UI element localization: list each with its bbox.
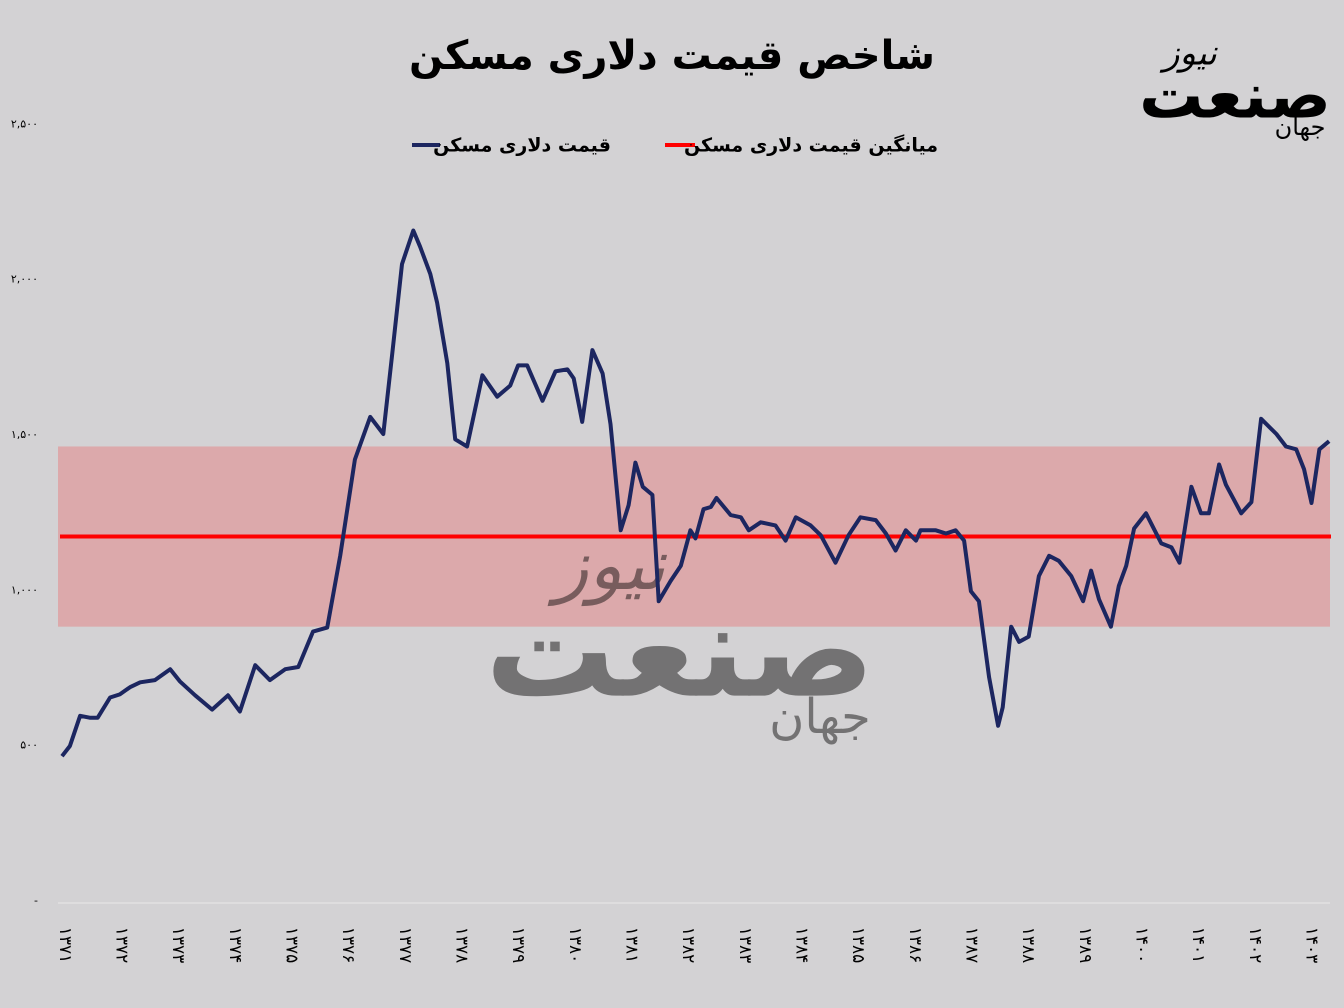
logo-main: صنعت <box>1139 60 1331 134</box>
x-tick-label: ۱۳۸۸ <box>1018 927 1038 964</box>
y-tick-label: ۲,۵۰۰ <box>11 117 38 130</box>
y-tick-label: ۵۰۰ <box>20 739 38 752</box>
x-tick-label: ۱۳۷۳ <box>168 927 188 964</box>
legend-label: قیمت دلاری مسکن <box>433 135 611 157</box>
watermark-main: صنعت <box>485 575 875 727</box>
y-tick-label: ۲,۰۰۰ <box>11 273 38 286</box>
x-tick-label: ۱۴۰۱ <box>1188 927 1208 964</box>
x-tick-label: ۱۳۸۴ <box>791 927 811 964</box>
x-tick-label: ۱۳۸۶ <box>905 927 925 964</box>
y-tick-label: ۱,۰۰۰ <box>11 583 38 596</box>
y-tick-label: ۱,۵۰۰ <box>11 428 38 441</box>
x-tick-label: ۱۳۷۱ <box>55 927 75 964</box>
x-tick-label: ۱۳۸۳ <box>735 927 755 964</box>
x-tick-label: ۱۴۰۰ <box>1131 927 1151 964</box>
x-tick-label: ۱۳۸۵ <box>848 927 868 964</box>
x-tick-label: ۱۳۷۸ <box>451 927 471 964</box>
x-tick-label: ۱۳۷۲ <box>111 927 131 964</box>
logo-sub: نیوز <box>1159 34 1218 74</box>
x-tick-label: ۱۳۸۰ <box>565 927 585 964</box>
x-tick-label: ۱۳۷۴ <box>225 927 245 964</box>
x-tick-label: ۱۴۰۳ <box>1301 927 1321 964</box>
chart-title: شاخص قیمت دلاری مسکن <box>409 33 935 79</box>
x-tick-label: ۱۳۸۱ <box>621 927 641 964</box>
watermark-prefix: جهان <box>769 689 871 745</box>
price-line <box>60 228 1331 758</box>
x-tick-label: ۱۳۸۷ <box>961 927 981 964</box>
x-tick-label: ۱۴۰۲ <box>1245 927 1265 964</box>
logo-prefix: جهان <box>1275 113 1326 141</box>
x-tick-label: ۱۳۷۶ <box>338 927 358 964</box>
legend-label: میانگین قیمت دلاری مسکن <box>684 134 938 157</box>
x-tick-label: ۱۳۷۷ <box>395 927 415 964</box>
y-tick-label: - <box>34 894 38 907</box>
x-tick-label: ۱۳۸۲ <box>678 927 698 964</box>
logo: صنعت نیوز جهان <box>1139 34 1331 142</box>
x-tick-label: ۱۳۸۹ <box>1075 927 1095 964</box>
x-tick-label: ۱۳۷۵ <box>281 927 301 964</box>
x-tick-label: ۱۳۷۹ <box>508 927 528 964</box>
